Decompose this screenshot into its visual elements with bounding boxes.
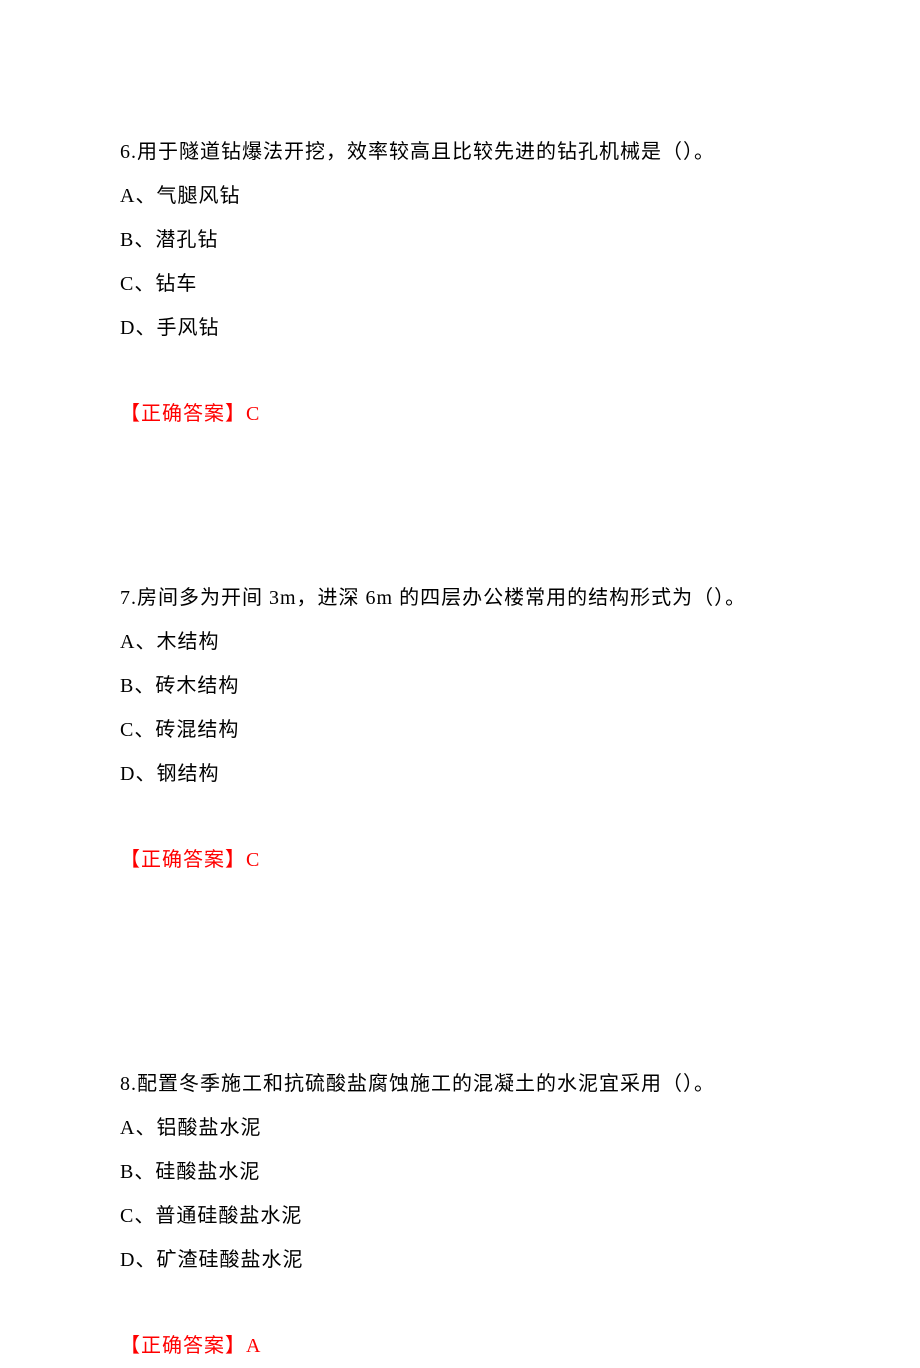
question-stem: 6.用于隧道钻爆法开挖，效率较高且比较先进的钻孔机械是（）。: [120, 130, 800, 174]
question-7: 7.房间多为开间 3m，进深 6m 的四层办公楼常用的结构形式为（）。 A、木结…: [120, 576, 800, 882]
question-option: A、铝酸盐水泥: [120, 1106, 800, 1150]
question-option: C、砖混结构: [120, 708, 800, 752]
question-option: A、气腿风钻: [120, 174, 800, 218]
question-option: A、木结构: [120, 620, 800, 664]
question-option: D、矿渣硅酸盐水泥: [120, 1238, 800, 1282]
question-stem: 8.配置冬季施工和抗硫酸盐腐蚀施工的混凝土的水泥宜采用（）。: [120, 1062, 800, 1106]
document-content: 6.用于隧道钻爆法开挖，效率较高且比较先进的钻孔机械是（）。 A、气腿风钻 B、…: [0, 0, 920, 1368]
question-option: C、钻车: [120, 262, 800, 306]
question-option: B、砖木结构: [120, 664, 800, 708]
correct-answer: 【正确答案】C: [120, 392, 800, 436]
question-option: C、普通硅酸盐水泥: [120, 1194, 800, 1238]
question-option: D、手风钻: [120, 306, 800, 350]
question-option: D、钢结构: [120, 752, 800, 796]
question-option: B、硅酸盐水泥: [120, 1150, 800, 1194]
question-8: 8.配置冬季施工和抗硫酸盐腐蚀施工的混凝土的水泥宜采用（）。 A、铝酸盐水泥 B…: [120, 1062, 800, 1368]
question-stem: 7.房间多为开间 3m，进深 6m 的四层办公楼常用的结构形式为（）。: [120, 576, 800, 620]
question-6: 6.用于隧道钻爆法开挖，效率较高且比较先进的钻孔机械是（）。 A、气腿风钻 B、…: [120, 130, 800, 436]
correct-answer: 【正确答案】C: [120, 838, 800, 882]
question-option: B、潜孔钻: [120, 218, 800, 262]
correct-answer: 【正确答案】A: [120, 1324, 800, 1368]
